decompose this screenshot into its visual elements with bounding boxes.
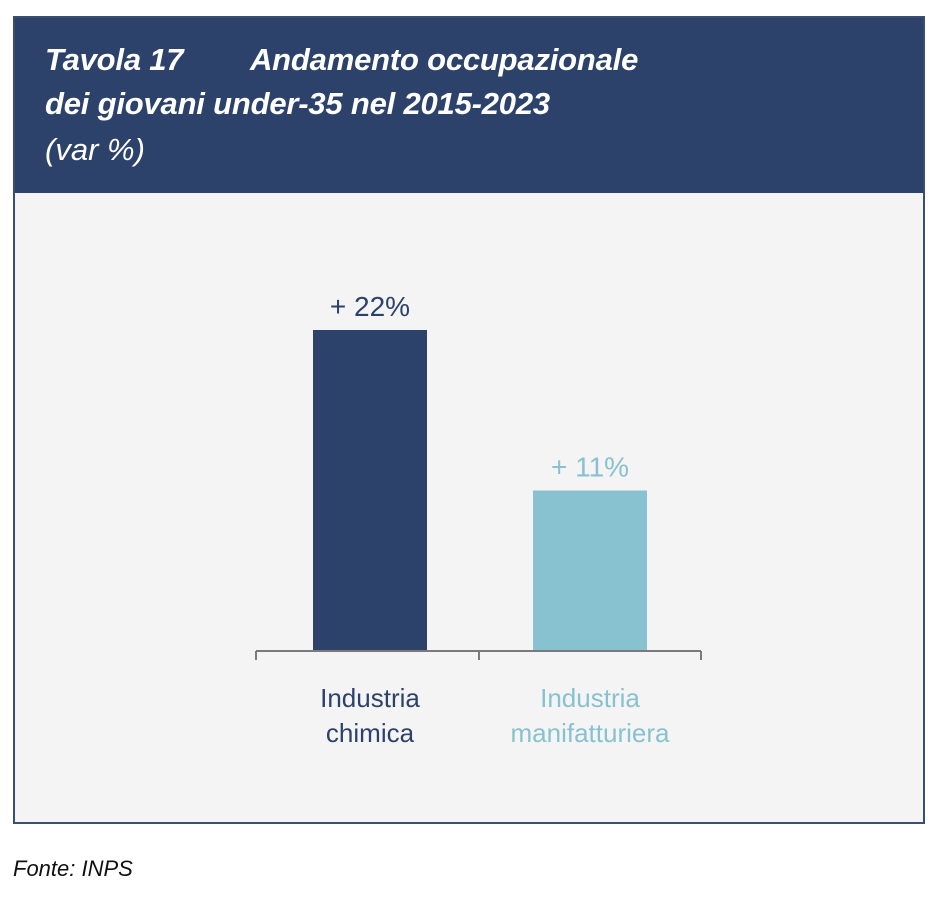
title-text-1: Andamento occupazionale — [250, 42, 639, 77]
chart-title-line-1: Tavola 17 Andamento occupazionale — [45, 42, 638, 78]
chart-title-line-2: dei giovani under-35 nel 2015-2023 — [45, 86, 550, 121]
category-label-1-line-2: chimica — [326, 718, 415, 748]
table-number: Tavola 17 — [45, 42, 184, 77]
source-note: Fonte: INPS — [13, 856, 133, 881]
category-label-2-line-1: Industria — [540, 683, 640, 713]
bar-2 — [533, 490, 647, 651]
data-label-1: + 22% — [330, 291, 410, 322]
category-label-2-line-2: manifatturiera — [511, 718, 670, 748]
category-label-1-line-1: Industria — [320, 683, 420, 713]
chart-subtitle: (var %) — [45, 132, 145, 167]
data-label-2: + 11% — [551, 452, 629, 483]
chart-panel: Tavola 17 Andamento occupazionale dei gio… — [13, 16, 925, 824]
bar-1 — [313, 330, 427, 651]
chart-header: Tavola 17 Andamento occupazionale dei gio… — [15, 18, 923, 193]
